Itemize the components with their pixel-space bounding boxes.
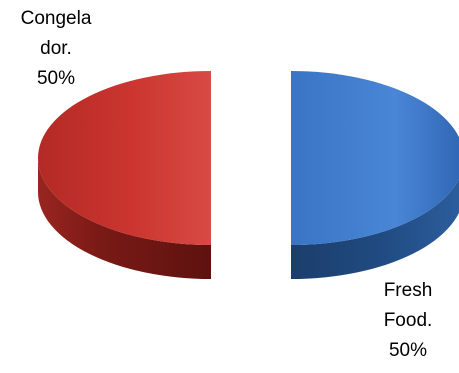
slice-label-congelador-line-2: dor. — [40, 38, 72, 59]
pie-slice-fresh-food — [291, 71, 459, 279]
slice-label-fresh-food: Fresh Food. 50% — [362, 276, 454, 366]
pie-slice-top-1 — [291, 71, 459, 245]
pie-slice-congelador — [38, 71, 211, 279]
slice-label-fresh-food-line-1: Fresh — [383, 280, 433, 301]
slice-label-fresh-food-line-2: Food. — [383, 310, 433, 331]
slice-label-fresh-food-line-3: 50% — [388, 340, 428, 361]
pie-slice-top-0 — [38, 71, 211, 245]
slice-label-congelador-line-1: Congela — [20, 8, 92, 29]
slice-label-congelador: Congela dor. 50% — [8, 4, 104, 94]
pie-slice-side-1 — [291, 178, 459, 279]
slice-label-congelador-line-3: 50% — [36, 68, 76, 89]
pie-slice-side-0 — [38, 158, 211, 279]
